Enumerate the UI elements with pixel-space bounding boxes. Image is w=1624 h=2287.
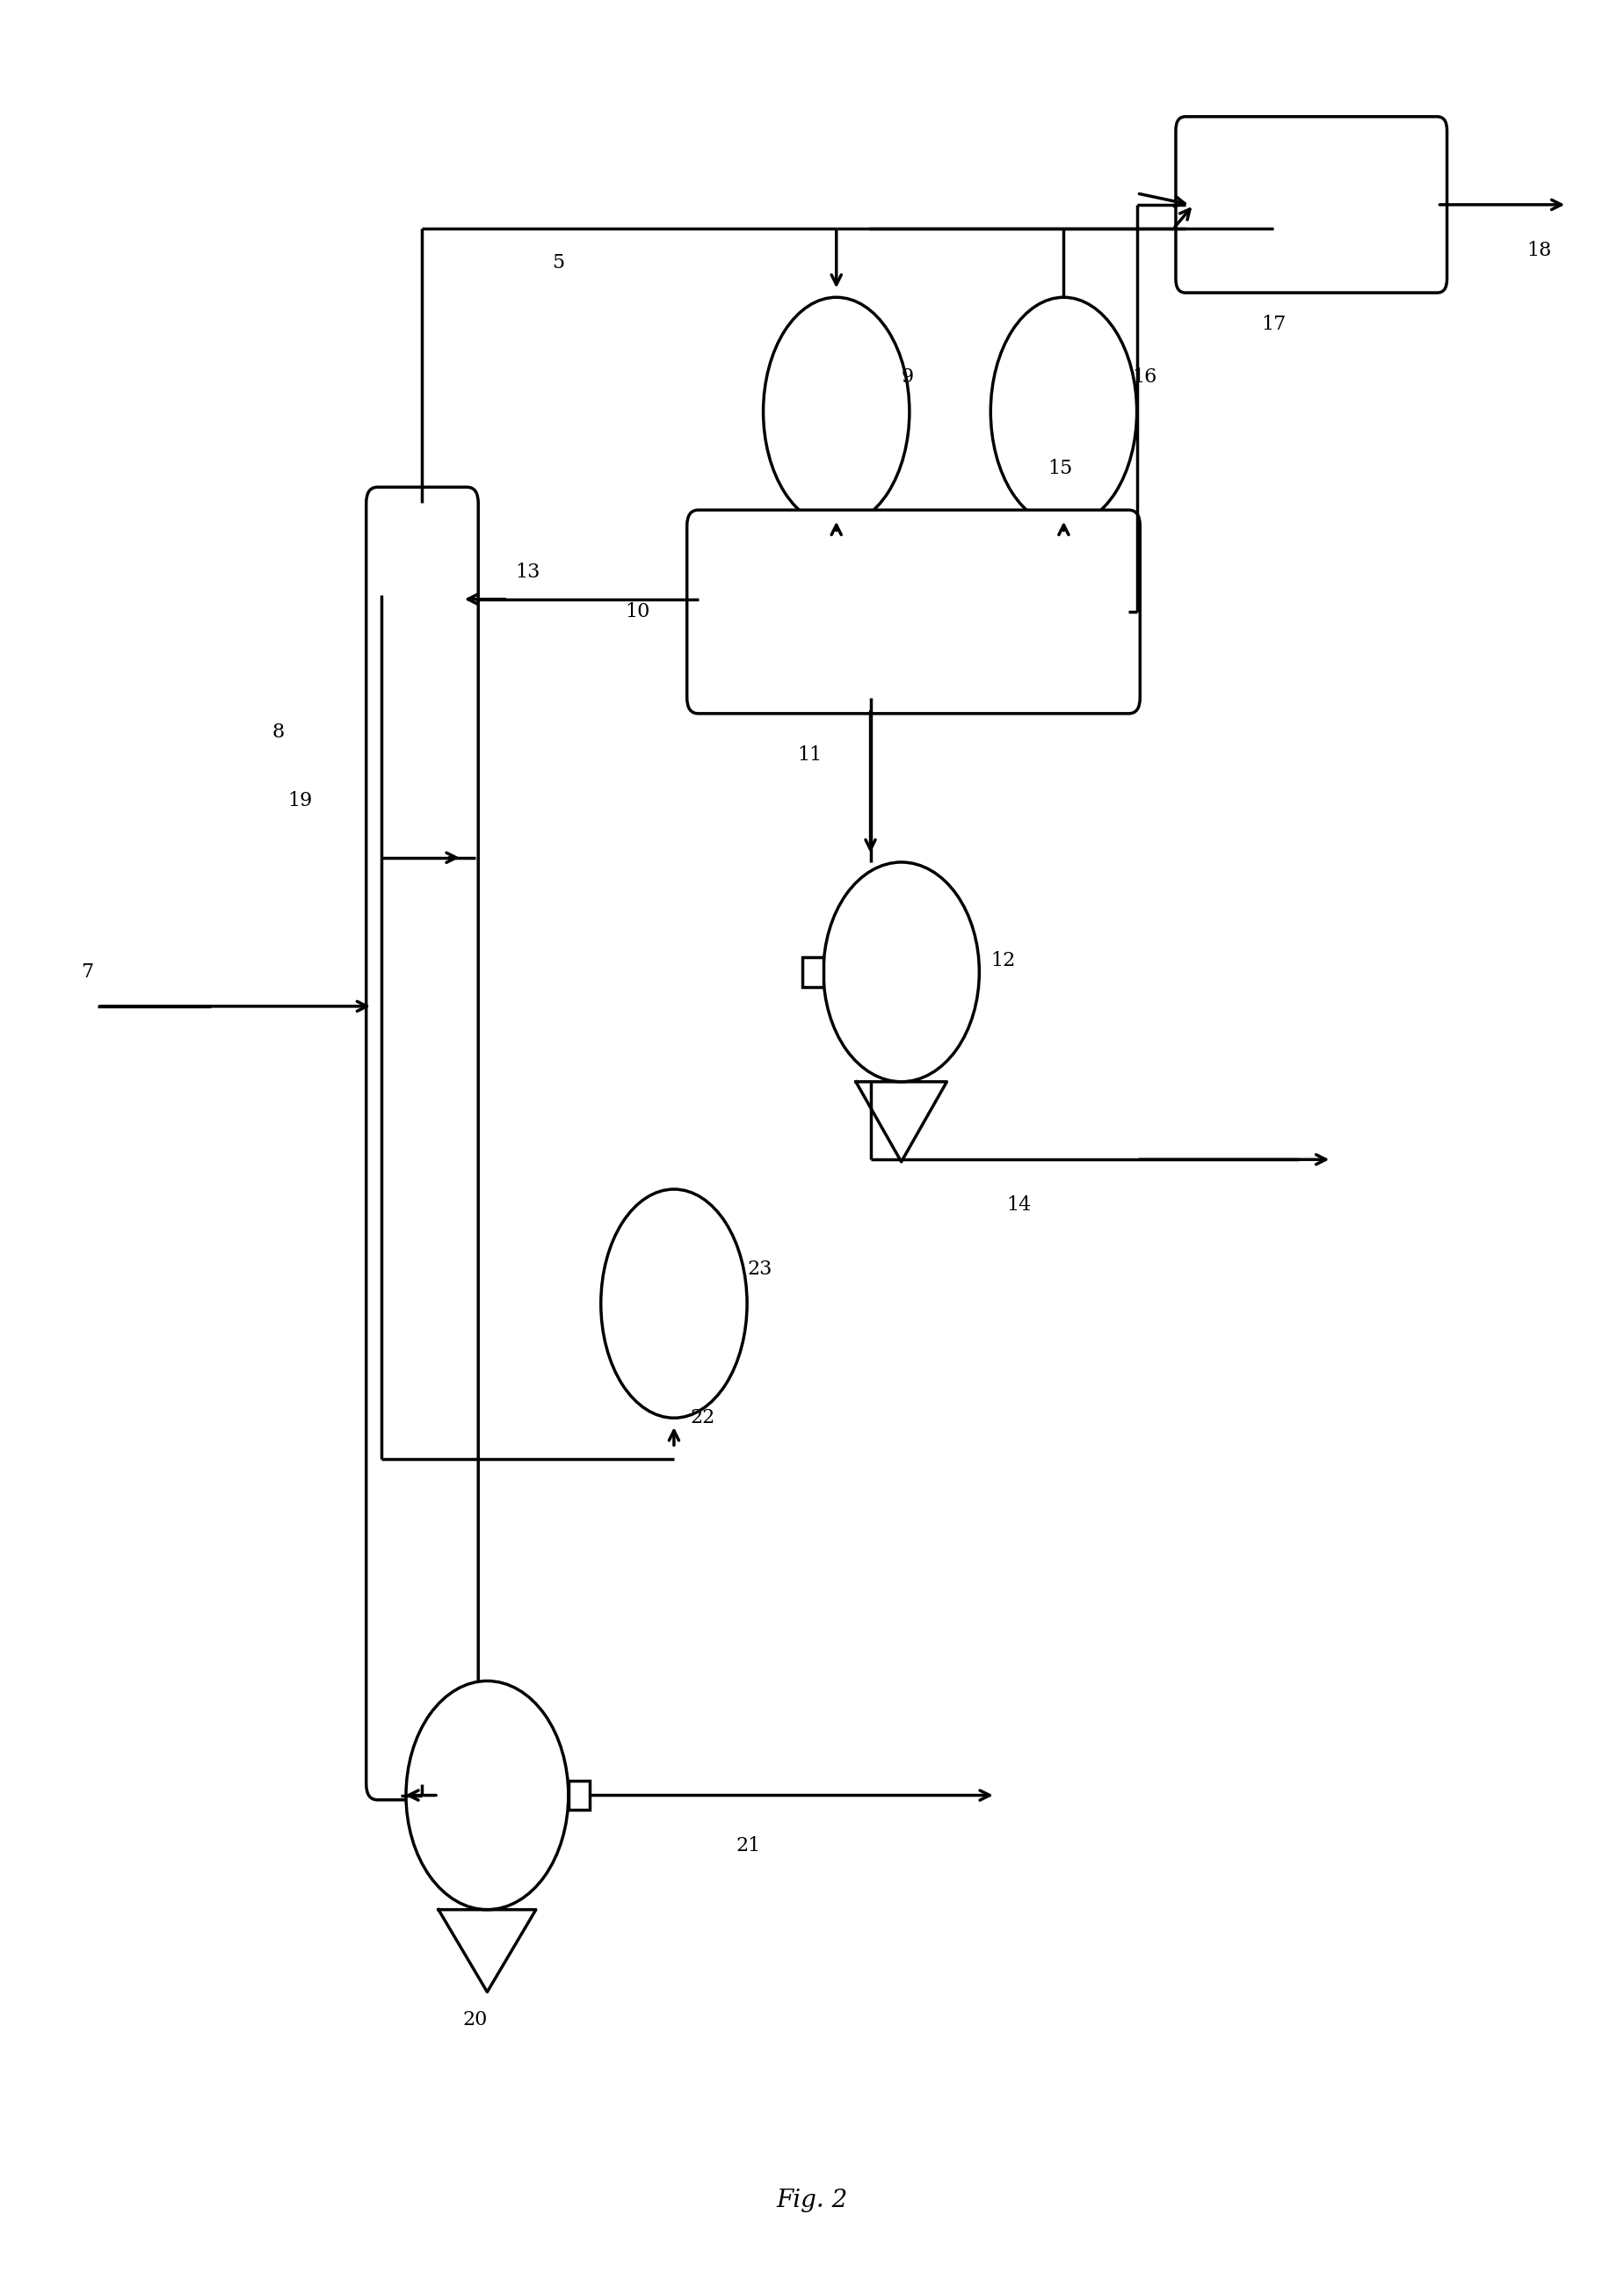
FancyBboxPatch shape [687, 510, 1140, 714]
Text: 11: 11 [797, 746, 822, 764]
Text: Fig. 2: Fig. 2 [776, 2189, 848, 2212]
Text: 18: 18 [1527, 240, 1551, 261]
Text: 21: 21 [736, 1836, 760, 1855]
Text: 9: 9 [901, 368, 914, 387]
Text: 15: 15 [1047, 460, 1072, 478]
FancyBboxPatch shape [367, 487, 477, 1800]
Text: 12: 12 [991, 951, 1015, 970]
Bar [802, 958, 823, 988]
Text: 19: 19 [287, 791, 312, 810]
Polygon shape [438, 1910, 536, 1992]
Ellipse shape [763, 297, 909, 526]
Text: 10: 10 [625, 601, 650, 622]
Text: 23: 23 [747, 1260, 771, 1278]
Bar [568, 1782, 590, 1811]
FancyBboxPatch shape [1176, 117, 1447, 293]
Text: 7: 7 [81, 963, 94, 981]
Polygon shape [856, 1082, 947, 1162]
Text: 16: 16 [1132, 368, 1156, 387]
Text: 14: 14 [1007, 1196, 1031, 1214]
Ellipse shape [406, 1681, 568, 1910]
Ellipse shape [601, 1189, 747, 1418]
Ellipse shape [991, 297, 1137, 526]
Text: 8: 8 [273, 723, 284, 741]
Text: 17: 17 [1260, 316, 1286, 334]
Text: 22: 22 [690, 1409, 715, 1427]
Ellipse shape [823, 862, 979, 1082]
Text: 20: 20 [463, 2010, 487, 2029]
Text: 5: 5 [552, 254, 565, 272]
Text: 13: 13 [516, 563, 541, 581]
